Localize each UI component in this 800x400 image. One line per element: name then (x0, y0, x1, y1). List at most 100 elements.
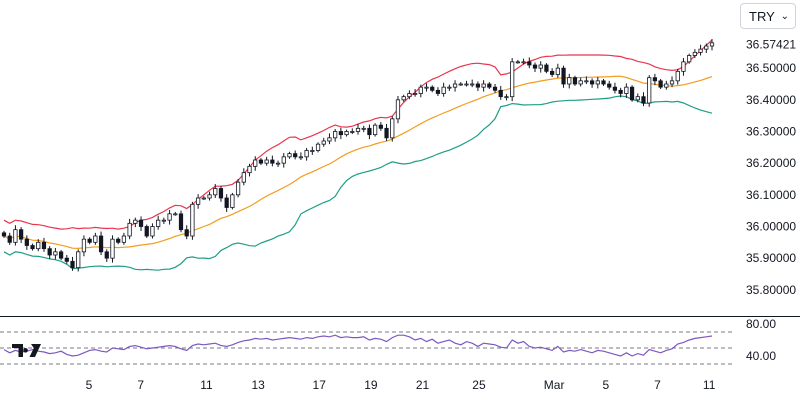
candle (430, 86, 435, 91)
candle (344, 131, 349, 136)
candle (675, 70, 680, 82)
candle (481, 83, 486, 88)
candle (635, 96, 640, 101)
candle (550, 70, 555, 75)
candle (235, 181, 241, 196)
candle (487, 83, 492, 88)
candle (355, 127, 361, 132)
candle (304, 150, 309, 158)
candle (53, 251, 58, 256)
currency-select[interactable]: TRY ⌄ (740, 3, 796, 29)
candle (116, 238, 121, 243)
bb-basis-line (3, 75, 713, 250)
candle (475, 83, 481, 88)
price-tick-label: 35.80000 (746, 283, 796, 297)
candle (87, 238, 92, 243)
candle (293, 153, 298, 158)
price-tick-label: 36.20000 (746, 156, 796, 170)
candle (618, 89, 623, 94)
candle (230, 194, 235, 208)
candle (612, 86, 618, 91)
candle (76, 251, 81, 269)
candle (424, 86, 429, 89)
candle (607, 83, 612, 88)
chevron-down-icon: ⌄ (780, 10, 789, 22)
candle (253, 159, 258, 167)
price-tick-label: 36.30000 (746, 125, 796, 139)
candle (167, 213, 172, 221)
last-price-label: 36.57421 (746, 38, 796, 52)
candle (567, 77, 572, 85)
candle (373, 124, 378, 136)
candle (98, 235, 104, 253)
candle (184, 229, 189, 237)
candle (287, 153, 292, 158)
candle (629, 86, 635, 101)
candle (367, 127, 372, 136)
candle (201, 197, 206, 200)
candle (81, 238, 87, 253)
candle (589, 80, 595, 85)
candle (24, 238, 29, 246)
time-axis: 5 7 11 13 17 19 21 25 Mar 5 7 11 (86, 378, 716, 392)
candle (652, 77, 658, 82)
logo-mark (12, 344, 41, 357)
candle (412, 93, 418, 95)
candle (36, 241, 41, 250)
candle (447, 86, 452, 89)
candle (555, 67, 560, 75)
candle (498, 89, 503, 98)
candle (681, 61, 686, 72)
currency-select-value: TRY (749, 8, 775, 24)
time-tick-label: 5 (602, 378, 609, 392)
candle (692, 51, 697, 56)
bb-lower-line (3, 95, 713, 271)
time-tick-label: Mar (544, 378, 565, 392)
candle (298, 156, 304, 159)
time-tick-label: 19 (364, 378, 378, 392)
candle (584, 80, 589, 83)
candle (333, 131, 338, 139)
candle (150, 226, 155, 237)
candle (452, 83, 458, 88)
candle (687, 55, 692, 63)
candle (13, 229, 18, 243)
price-tick-label: 36.40000 (746, 93, 796, 107)
candle (190, 203, 195, 237)
time-tick-label: 25 (472, 378, 486, 392)
candle (173, 213, 178, 216)
candle (161, 219, 166, 222)
candle (601, 80, 606, 85)
candle (510, 61, 515, 98)
candle (401, 96, 406, 101)
candle (1, 232, 7, 237)
time-tick-label: 5 (86, 378, 93, 392)
candle (121, 235, 127, 243)
candle (361, 127, 366, 130)
candle (561, 67, 566, 85)
candle (275, 162, 281, 165)
candle (435, 89, 441, 94)
candle (321, 140, 326, 145)
candle (213, 188, 218, 196)
candle (196, 197, 201, 205)
rsi-tick-label: 40.00 (746, 349, 776, 363)
candle (698, 48, 703, 53)
candle (19, 229, 24, 240)
time-tick-label: 7 (137, 378, 144, 392)
candle (378, 124, 383, 129)
candle (521, 61, 526, 64)
candle (156, 219, 161, 227)
candle (281, 156, 286, 164)
candle (30, 245, 35, 250)
candle (384, 127, 389, 139)
price-tick-label: 36.50000 (746, 61, 796, 75)
candle (390, 118, 395, 139)
candle (578, 80, 583, 85)
time-tick-label: 11 (200, 378, 213, 392)
candle (527, 61, 532, 66)
candle (350, 131, 355, 133)
candle (538, 64, 543, 69)
candle (178, 213, 184, 231)
